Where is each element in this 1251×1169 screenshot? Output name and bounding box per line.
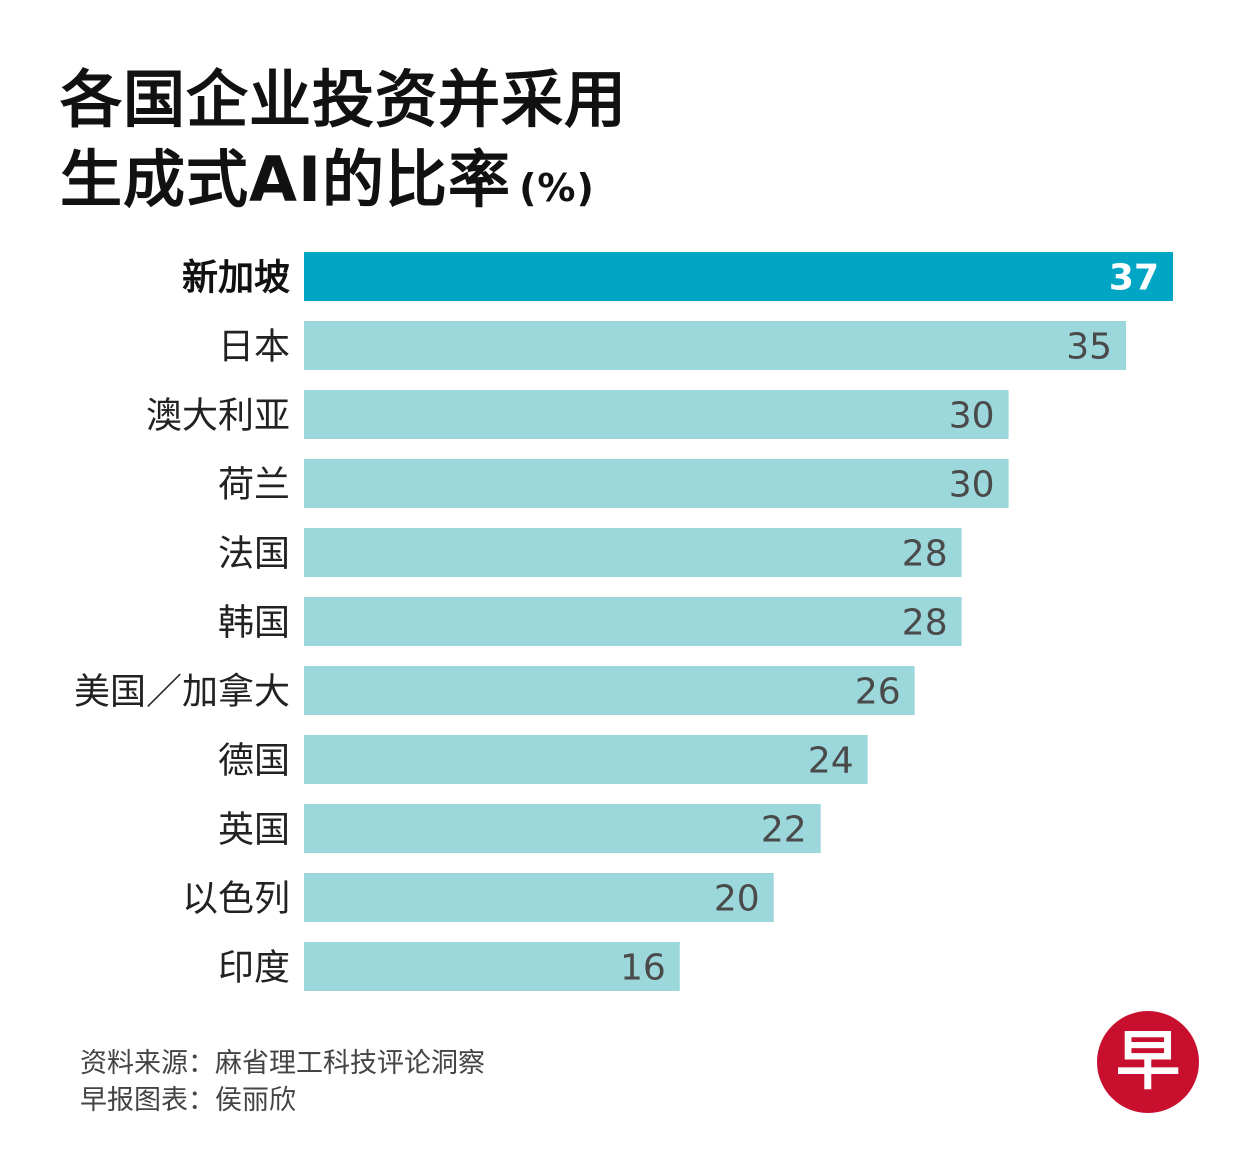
value-label-10: 16 bbox=[620, 948, 666, 989]
category-label-8: 英国 bbox=[218, 810, 290, 851]
value-label-1: 35 bbox=[1066, 327, 1112, 368]
bar-chart: 新加坡 37 日本 35 澳大利亚 30 荷兰 30 法国 28 韩国 28 美国／加拿大 26 德国 24 英… bbox=[74, 252, 1173, 991]
category-label-4: 法国 bbox=[218, 534, 290, 575]
title-line-1: 各国企业投资并采用 bbox=[60, 63, 628, 136]
title-line-2-text: 生成式AI的比率 bbox=[60, 143, 512, 216]
category-label-5: 韩国 bbox=[218, 603, 290, 644]
value-label-5: 28 bbox=[902, 603, 948, 644]
bar-0 bbox=[304, 252, 1173, 301]
bar-8 bbox=[304, 804, 821, 853]
category-label-7: 德国 bbox=[218, 741, 290, 782]
value-label-8: 22 bbox=[761, 810, 807, 851]
value-label-2: 30 bbox=[949, 396, 995, 437]
bar-5 bbox=[304, 597, 962, 646]
value-label-4: 28 bbox=[902, 534, 948, 575]
category-label-2: 澳大利亚 bbox=[146, 396, 290, 437]
bar-6 bbox=[304, 666, 915, 715]
bar-10 bbox=[304, 942, 680, 991]
bar-3 bbox=[304, 459, 1009, 508]
zaobao-logo: 早 bbox=[1097, 1011, 1199, 1113]
footer: 资料来源：麻省理工科技评论洞察 早报图表：侯丽欣 bbox=[80, 1045, 485, 1119]
bar-7 bbox=[304, 735, 868, 784]
chart-title: 各国企业投资并采用 生成式AI的比率 (%) bbox=[60, 60, 627, 228]
bar-2 bbox=[304, 390, 1009, 439]
bar-1 bbox=[304, 321, 1127, 370]
category-label-9: 以色列 bbox=[182, 879, 290, 920]
value-label-7: 24 bbox=[808, 741, 854, 782]
logo-glyph: 早 bbox=[1116, 1024, 1180, 1099]
category-label-1: 日本 bbox=[218, 327, 290, 368]
value-label-0: 37 bbox=[1109, 258, 1159, 299]
category-label-0: 新加坡 bbox=[182, 258, 290, 299]
title-unit: (%) bbox=[519, 166, 595, 210]
category-label-6: 美国／加拿大 bbox=[74, 672, 290, 713]
source-note: 资料来源：麻省理工科技评论洞察 bbox=[80, 1048, 485, 1079]
value-label-9: 20 bbox=[714, 879, 760, 920]
title-line-2: 生成式AI的比率 (%) bbox=[60, 140, 627, 228]
credit-note: 早报图表：侯丽欣 bbox=[80, 1085, 296, 1116]
bar-9 bbox=[304, 873, 774, 922]
category-label-10: 印度 bbox=[218, 948, 290, 989]
bar-4 bbox=[304, 528, 962, 577]
value-label-6: 26 bbox=[855, 672, 901, 713]
category-label-3: 荷兰 bbox=[218, 465, 290, 506]
value-label-3: 30 bbox=[949, 465, 995, 506]
